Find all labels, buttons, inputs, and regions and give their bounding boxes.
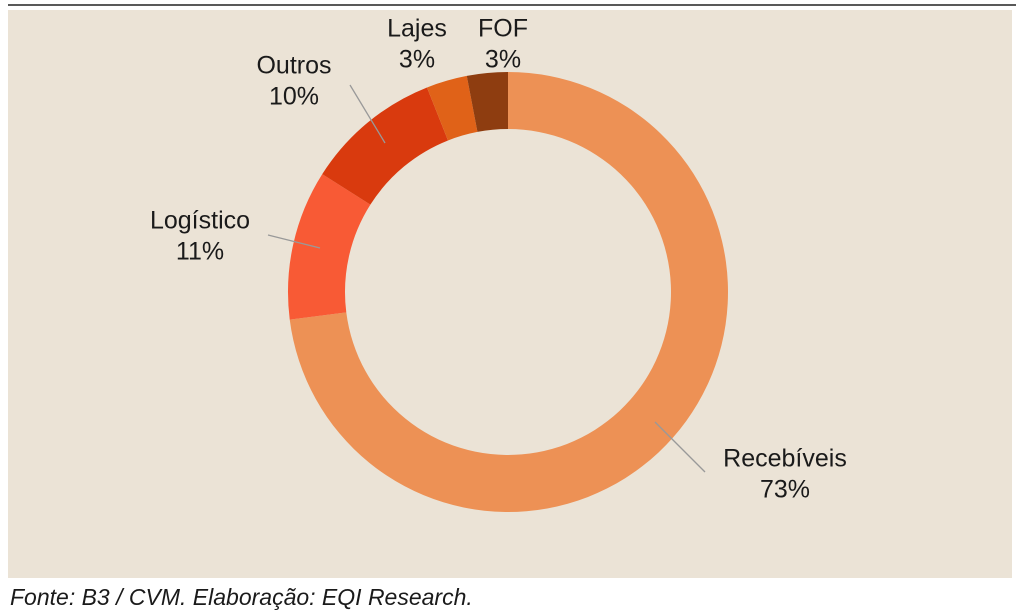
value-label: 11% (176, 238, 224, 266)
leader-line (267, 234, 321, 249)
value-label: 10% (269, 83, 319, 111)
category-label: Lajes (387, 15, 447, 43)
leader-line (349, 84, 386, 144)
category-label: Recebíveis (723, 445, 847, 473)
leader-line (654, 421, 706, 473)
donut-segment (322, 87, 448, 205)
value-label: 3% (399, 46, 435, 74)
donut-segment (288, 174, 371, 320)
value-label: 3% (485, 46, 521, 74)
donut-segment (427, 75, 478, 141)
category-label: Outros (256, 52, 331, 80)
value-label: 73% (760, 476, 810, 504)
donut-segment (466, 72, 508, 132)
category-label: FOF (478, 15, 528, 43)
source-note: Fonte: B3 / CVM. Elaboração: EQI Researc… (10, 584, 473, 610)
category-label: Logístico (150, 207, 250, 235)
